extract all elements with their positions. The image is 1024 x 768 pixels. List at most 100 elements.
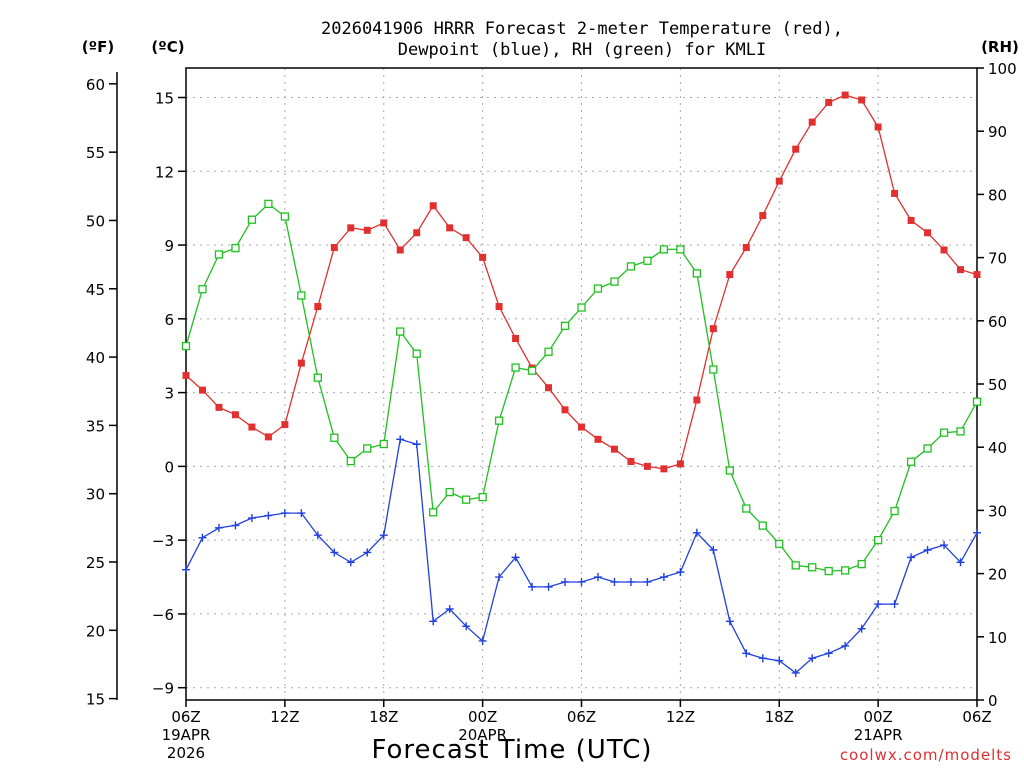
data-point xyxy=(511,553,520,562)
data-point xyxy=(512,335,520,343)
data-point xyxy=(479,253,487,261)
data-point xyxy=(610,577,619,586)
data-point xyxy=(577,303,586,312)
data-point xyxy=(841,566,850,575)
data-point xyxy=(692,269,702,278)
data-point xyxy=(577,577,586,586)
fahrenheit-axis: 60 55 50 45 40 35 30 25 20 15 xyxy=(86,72,118,709)
data-point xyxy=(181,341,191,351)
date-tick-label: 20APR xyxy=(458,726,507,744)
data-point xyxy=(297,509,306,518)
data-point xyxy=(825,98,833,106)
data-point xyxy=(874,600,883,609)
celsius-axis: 15 12 9 6 3 0 −3 −6 −9 xyxy=(152,90,186,698)
data-point xyxy=(775,656,784,665)
data-point xyxy=(791,561,800,570)
data-point xyxy=(429,617,438,626)
data-point xyxy=(198,285,207,294)
data-point xyxy=(413,229,421,237)
data-point xyxy=(890,506,899,516)
chart-title-line2: Dewpoint (blue), RH (green) for KMLI xyxy=(398,40,766,60)
data-point xyxy=(346,558,355,567)
data-point xyxy=(544,347,553,356)
data-point xyxy=(643,577,652,586)
rh-tick-label: 100 xyxy=(988,60,1017,78)
data-point xyxy=(610,277,619,286)
data-point xyxy=(692,528,701,537)
fahrenheit-tick-label: 15 xyxy=(86,691,105,709)
grid-lines xyxy=(186,68,977,700)
data-point xyxy=(709,545,718,554)
data-point xyxy=(396,327,405,336)
data-point xyxy=(676,568,685,577)
data-point xyxy=(347,224,355,232)
data-point xyxy=(626,262,636,271)
series-2-meter-temperature xyxy=(182,91,981,473)
rh-tick-label: 60 xyxy=(988,313,1007,331)
data-point xyxy=(759,212,767,220)
data-point xyxy=(940,541,949,550)
data-point xyxy=(264,433,272,441)
time-tick-label: 06Z xyxy=(171,708,200,726)
data-point xyxy=(725,617,734,626)
data-point xyxy=(873,535,883,545)
data-point xyxy=(593,573,602,582)
date-tick-label: 21APR xyxy=(854,726,903,744)
data-point xyxy=(841,91,849,99)
data-point xyxy=(314,303,322,311)
rh-tick-label: 20 xyxy=(988,566,1007,584)
data-point xyxy=(907,553,916,562)
data-point xyxy=(857,559,866,569)
data-point xyxy=(610,445,618,453)
data-point xyxy=(627,457,635,465)
data-point xyxy=(363,444,372,453)
data-point xyxy=(379,531,388,540)
data-point xyxy=(709,365,718,374)
data-point xyxy=(494,416,504,425)
date-tick-label: 19APR xyxy=(162,726,211,744)
fahrenheit-tick-label: 60 xyxy=(86,76,105,94)
data-point xyxy=(890,600,899,609)
data-point xyxy=(445,487,454,497)
data-point xyxy=(412,440,421,449)
data-point xyxy=(824,649,833,658)
credit-text: coolwx.com/modelts xyxy=(840,746,1012,764)
time-tick-label: 12Z xyxy=(270,708,299,726)
celsius-unit-label: (ºC) xyxy=(151,38,184,56)
data-point xyxy=(594,435,602,443)
data-point xyxy=(429,508,438,517)
celsius-tick-label: 15 xyxy=(155,90,174,108)
data-point xyxy=(380,219,388,227)
data-point xyxy=(791,668,800,677)
fahrenheit-tick-label: 40 xyxy=(86,349,105,367)
rh-tick-label: 50 xyxy=(988,376,1007,394)
data-point xyxy=(363,226,371,234)
data-point xyxy=(313,531,322,540)
data-point xyxy=(264,199,273,209)
data-point xyxy=(923,444,932,453)
data-point xyxy=(247,215,257,224)
data-point xyxy=(725,466,734,475)
year-tick-label: 2026 xyxy=(167,744,205,762)
data-point xyxy=(858,96,866,104)
rh-unit-label: (RH) xyxy=(981,38,1019,56)
data-point xyxy=(396,435,405,444)
data-point xyxy=(578,423,585,431)
data-point xyxy=(429,202,437,210)
data-point xyxy=(231,243,240,253)
data-point xyxy=(956,427,965,436)
data-point xyxy=(659,245,669,254)
data-point xyxy=(264,511,273,520)
data-point xyxy=(379,439,388,449)
data-point xyxy=(857,624,866,633)
data-point xyxy=(923,545,932,554)
data-point xyxy=(461,495,471,504)
data-point xyxy=(446,224,454,232)
data-point xyxy=(676,245,685,254)
fahrenheit-tick-label: 45 xyxy=(86,281,105,299)
data-point xyxy=(742,244,750,252)
rh-tick-label: 70 xyxy=(988,250,1007,268)
data-point xyxy=(247,514,256,523)
data-point xyxy=(676,460,684,468)
data-point xyxy=(280,509,289,518)
